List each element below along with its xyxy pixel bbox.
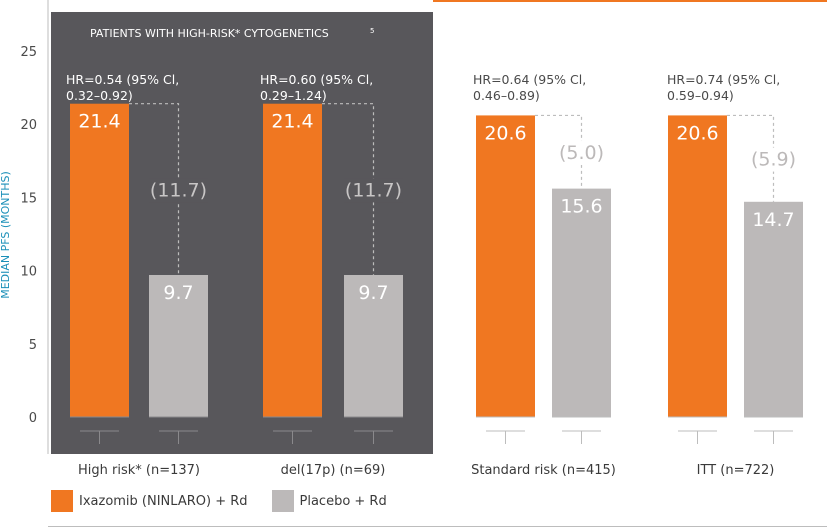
difference-label: (11.7) bbox=[150, 179, 207, 201]
category-label: del(17p) (n=69) bbox=[281, 463, 386, 478]
difference-label: (11.7) bbox=[345, 179, 402, 201]
category-label: Standard risk (n=415) bbox=[471, 463, 616, 478]
legend-swatch-placebo bbox=[271, 490, 294, 512]
hazard-ratio-line1: HR=0.60 (95% Cl, bbox=[260, 72, 373, 87]
legend-item-placebo: Placebo + Rd bbox=[271, 490, 387, 512]
difference-label-bg bbox=[343, 178, 404, 203]
top-accent-rule bbox=[433, 0, 827, 2]
hazard-ratio-line2: 0.59–0.94) bbox=[667, 88, 734, 103]
bar-label-ixazomib: 20.6 bbox=[484, 122, 526, 144]
y-tick-label: 10 bbox=[20, 265, 37, 280]
hazard-ratio-line2: 0.29–1.24) bbox=[260, 88, 327, 103]
legend-label-ixazomib: Ixazomib (NINLARO) + Rd bbox=[79, 493, 248, 509]
hazard-ratio-line2: 0.46–0.89) bbox=[473, 88, 540, 103]
difference-label: (5.0) bbox=[559, 142, 604, 164]
y-tick-label: 15 bbox=[20, 191, 37, 206]
bar-ixazomib bbox=[476, 115, 535, 417]
y-tick-label: 5 bbox=[29, 338, 37, 353]
bar-label-placebo: 9.7 bbox=[163, 282, 193, 304]
y-tick-label: 20 bbox=[20, 118, 37, 133]
difference-label-bg bbox=[743, 147, 804, 172]
bar-label-ixazomib: 21.4 bbox=[78, 111, 120, 133]
bar-label-ixazomib: 21.4 bbox=[271, 111, 313, 133]
hazard-ratio-line1: HR=0.54 (95% Cl, bbox=[66, 72, 179, 87]
bar-placebo bbox=[552, 188, 611, 417]
category-label: ITT (n=722) bbox=[697, 463, 775, 478]
category-label: High risk* (n=137) bbox=[78, 463, 200, 478]
bar-placebo bbox=[744, 201, 803, 417]
hazard-ratio-line1: HR=0.74 (95% Cl, bbox=[667, 72, 780, 87]
bottom-rule bbox=[48, 526, 827, 527]
bar-placebo bbox=[149, 274, 208, 417]
y-tick-label: 0 bbox=[29, 411, 37, 426]
bar-ixazomib bbox=[668, 115, 727, 417]
panel-title: PATIENTS WITH HIGH-RISK* CYTOGENETICS bbox=[90, 27, 329, 40]
bar-ixazomib bbox=[263, 103, 322, 417]
hazard-ratio-line2: 0.32–0.92) bbox=[66, 88, 133, 103]
difference-connector bbox=[129, 103, 180, 275]
legend-label-placebo: Placebo + Rd bbox=[299, 493, 387, 509]
bar-ixazomib bbox=[70, 103, 129, 417]
legend-swatch-ixazomib bbox=[51, 490, 73, 512]
difference-label: (5.9) bbox=[751, 149, 796, 171]
difference-label-bg bbox=[551, 141, 612, 166]
bar-label-placebo: 15.6 bbox=[560, 196, 602, 218]
panel-footnote: 5 bbox=[370, 27, 374, 35]
bar-placebo bbox=[344, 274, 403, 417]
difference-label-bg bbox=[148, 178, 209, 203]
y-tick-label: 25 bbox=[20, 45, 37, 60]
legend-item-ixazomib: Ixazomib (NINLARO) + Rd bbox=[51, 490, 248, 512]
pfs-bar-chart: PATIENTS WITH HIGH-RISK* CYTOGENETICS 5 0 5… bbox=[0, 0, 827, 478]
hazard-ratio-line1: HR=0.64 (95% Cl, bbox=[473, 72, 586, 87]
bar-label-placebo: 14.7 bbox=[752, 209, 794, 231]
y-axis-label: MEDIAN PFS (MONTHS) bbox=[0, 171, 12, 299]
bar-label-ixazomib: 20.6 bbox=[676, 122, 718, 144]
bar-label-placebo: 9.7 bbox=[358, 282, 388, 304]
legend: Ixazomib (NINLARO) + Rd Placebo + Rd bbox=[51, 490, 411, 512]
difference-connector bbox=[727, 114, 775, 202]
